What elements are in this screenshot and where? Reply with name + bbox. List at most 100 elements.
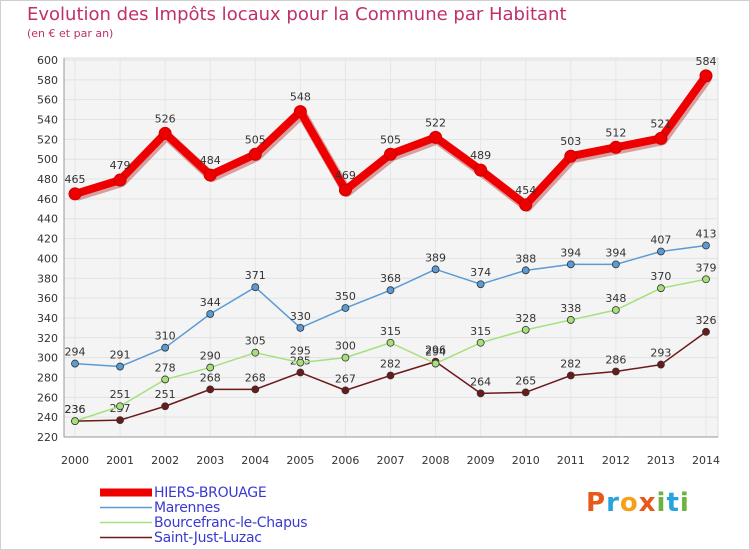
data-label-marennes: 394 [560,246,581,259]
logo-letter: x [638,488,657,518]
data-point-hiers-brouage [564,149,578,163]
data-point-hiers-brouage [429,130,443,144]
data-label-marennes: 310 [155,330,176,343]
x-tick-label: 2005 [286,454,314,467]
data-label-saint-just-luzac: 286 [605,354,626,367]
data-label-hiers-brouage: 484 [200,154,221,167]
data-point-marennes [611,260,620,269]
x-tick-label: 2002 [151,454,179,467]
data-label-marennes: 291 [110,349,131,362]
y-tick-label: 420 [37,233,58,246]
y-tick-label: 340 [37,312,58,325]
y-tick-label: 320 [37,332,58,345]
legend-label-hiers-brouage: HIERS-BROUAGE [154,484,267,501]
data-point-bourcefranc-le-chapus [566,316,575,324]
data-point-saint-just-luzac [116,416,124,425]
data-point-bourcefranc-le-chapus [702,275,710,284]
logo-letter: P [586,488,607,518]
data-point-hiers-brouage [699,69,713,83]
data-label-bourcefranc-le-chapus: 290 [200,350,221,363]
data-point-bourcefranc-le-chapus [521,325,530,334]
data-label-marennes: 350 [335,290,356,303]
x-tick-label: 2011 [557,454,585,467]
x-tick-label: 2013 [647,454,675,467]
data-point-bourcefranc-le-chapus [71,417,79,426]
legend-item-hiers-brouage: HIERS-BROUAGE [100,484,267,501]
legend-swatch-hiers-brouage [100,488,152,497]
legend-label-saint-just-luzac: Saint-Just-Luzac [154,529,262,546]
legend-item-bourcefranc-le-chapus: Bourcefranc-le-Chapus [100,515,308,531]
data-point-bourcefranc-le-chapus [386,338,395,347]
legend-label-marennes: Marennes [154,499,220,516]
data-label-hiers-brouage: 505 [380,133,401,146]
data-point-bourcefranc-le-chapus [341,353,350,362]
data-point-hiers-brouage [68,187,82,201]
legend-swatch-bourcefranc-le-chapus [100,521,152,524]
data-point-marennes [386,286,395,295]
legend-item-marennes: Marennes [100,499,220,516]
legend-swatch-saint-just-luzac [100,536,152,539]
data-point-marennes [116,362,124,371]
data-point-hiers-brouage [293,105,307,119]
data-label-bourcefranc-le-chapus: 300 [335,340,356,353]
y-tick-label: 520 [37,133,58,146]
x-tick-label: 2001 [106,454,134,467]
data-label-bourcefranc-le-chapus: 328 [515,312,536,325]
data-label-hiers-brouage: 522 [425,116,446,129]
data-point-bourcefranc-le-chapus [296,358,305,367]
data-label-bourcefranc-le-chapus: 370 [650,270,671,283]
data-point-marennes [431,265,440,274]
x-tick-label: 2008 [422,454,450,467]
data-label-saint-just-luzac: 293 [650,347,671,360]
y-tick-label: 600 [37,54,58,67]
data-label-bourcefranc-le-chapus: 278 [155,361,176,374]
data-point-hiers-brouage [203,168,217,182]
data-point-saint-just-luzac [251,385,260,394]
data-label-hiers-brouage: 521 [650,117,671,130]
data-label-bourcefranc-le-chapus: 379 [696,261,717,274]
data-point-marennes [521,266,530,275]
y-tick-label: 300 [37,352,58,365]
data-label-marennes: 294 [65,346,86,359]
data-label-bourcefranc-le-chapus: 251 [110,388,131,401]
data-point-marennes [341,304,350,312]
data-point-bourcefranc-le-chapus [161,375,170,384]
data-label-hiers-brouage: 548 [290,91,311,104]
y-tick-label: 540 [37,114,58,127]
x-tick-label: 2004 [241,454,269,467]
data-point-hiers-brouage [609,140,623,154]
x-tick-label: 2000 [61,454,89,467]
y-tick-label: 580 [37,74,58,87]
data-label-hiers-brouage: 505 [245,133,266,146]
data-label-hiers-brouage: 526 [155,112,176,125]
data-point-saint-just-luzac [702,327,710,336]
y-tick-label: 560 [37,94,58,107]
x-tick-label: 2007 [377,454,405,467]
data-label-bourcefranc-le-chapus: 305 [245,335,266,348]
data-label-saint-just-luzac: 264 [470,375,491,388]
data-point-marennes [657,247,665,256]
data-point-bourcefranc-le-chapus [206,363,215,372]
data-label-saint-just-luzac: 236 [65,403,86,416]
logo-letter: i [656,488,667,518]
data-point-marennes [296,323,305,332]
data-label-bourcefranc-le-chapus: 236 [65,403,86,416]
data-point-saint-just-luzac [386,371,395,380]
x-tick-label: 2014 [692,454,720,467]
data-point-marennes [71,359,79,368]
data-point-saint-just-luzac [657,360,665,369]
y-tick-label: 380 [37,272,58,285]
legend-item-saint-just-luzac: Saint-Just-Luzac [100,529,262,546]
data-label-saint-just-luzac: 282 [560,357,581,370]
proxiti-logo: Proxiti [586,488,690,518]
y-tick-label: 220 [37,431,58,444]
data-point-bourcefranc-le-chapus [611,306,620,314]
data-label-bourcefranc-le-chapus: 315 [380,325,401,338]
data-label-saint-just-luzac: 265 [515,374,536,387]
y-tick-label: 480 [37,173,58,186]
y-tick-label: 440 [37,213,58,226]
data-label-saint-just-luzac: 326 [696,314,717,327]
data-label-hiers-brouage: 479 [110,159,131,172]
legend-swatch-marennes [100,506,152,509]
data-label-marennes: 368 [380,272,401,285]
